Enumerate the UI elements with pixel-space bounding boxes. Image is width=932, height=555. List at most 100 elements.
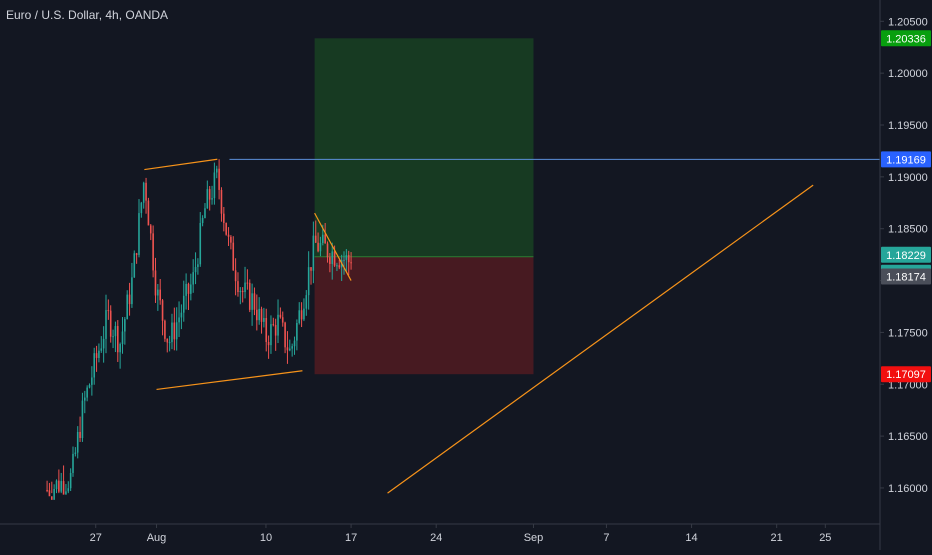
candle-body	[296, 322, 298, 341]
candle-body	[69, 472, 72, 489]
candle-body	[93, 353, 96, 378]
candle-body	[100, 348, 103, 351]
loss-zone[interactable]	[314, 256, 534, 375]
candle-body	[237, 281, 239, 293]
candle-body	[55, 480, 58, 489]
candle-body	[270, 324, 272, 346]
candle-body	[171, 322, 173, 343]
candle-body	[58, 480, 60, 492]
candle-body	[46, 490, 48, 492]
profit-zone[interactable]	[314, 38, 534, 257]
candle-body	[260, 308, 263, 322]
candle-body	[124, 319, 126, 332]
candle-body	[279, 314, 282, 318]
horizontal-line-price-badge	[881, 151, 931, 168]
candle-body	[140, 202, 143, 214]
candle-body	[338, 265, 341, 268]
candle-body	[74, 452, 77, 454]
price-tick-label: 1.17000	[888, 379, 928, 391]
candle-body	[314, 235, 317, 243]
candle-body	[119, 343, 121, 353]
candle-body	[142, 182, 145, 203]
candle-body	[251, 293, 253, 310]
candle-body	[336, 265, 338, 267]
time-tick-label: 27	[90, 532, 102, 544]
candle-body	[135, 253, 138, 255]
upper-wedge-line[interactable]	[144, 158, 218, 171]
last-price-price-badge	[881, 268, 931, 285]
candle-body	[232, 242, 235, 271]
candle-body	[331, 251, 334, 264]
candle-body	[76, 431, 79, 453]
candle-body	[293, 340, 296, 347]
time-tick-label: 7	[603, 532, 609, 544]
price-tick-label: 1.19000	[888, 172, 928, 184]
symbol-title: Euro / U.S. Dollar, 4h, OANDA	[6, 8, 169, 22]
candle-body	[225, 222, 227, 235]
price-tick-label: 1.17500	[888, 327, 928, 339]
stop-price-badge	[881, 366, 931, 383]
candle-body	[180, 312, 183, 318]
candle-body	[201, 218, 204, 223]
candle-body	[248, 282, 251, 310]
candle-body	[126, 294, 129, 320]
candle-body	[223, 213, 225, 223]
candle-body	[107, 310, 110, 312]
candle-body	[147, 200, 150, 226]
candle-body	[109, 310, 112, 337]
candle-body	[291, 346, 293, 349]
time-tick-label: 21	[771, 532, 783, 544]
candle-body	[72, 453, 74, 473]
candle-body	[246, 282, 249, 284]
candle-body	[281, 317, 284, 323]
candle-body	[253, 293, 256, 310]
entry-price-label: 1.18229	[886, 250, 926, 262]
candle-body	[48, 490, 51, 497]
candle-body	[263, 317, 265, 322]
target-price-badge	[881, 30, 931, 47]
candle-body	[286, 347, 289, 351]
rising-line[interactable]	[387, 184, 814, 494]
time-tick-label: Sep	[524, 532, 544, 544]
candle-body	[102, 338, 105, 349]
candle-body	[112, 336, 114, 338]
candle-body	[267, 341, 270, 346]
candle-body	[199, 222, 202, 265]
candle-body	[152, 233, 154, 271]
candle-body	[62, 481, 65, 495]
candle-body	[204, 208, 206, 219]
candle-body	[53, 488, 55, 500]
candle-body	[208, 189, 211, 200]
horizontal-line-price-label: 1.19169	[886, 154, 926, 166]
time-tick-label: 10	[260, 532, 272, 544]
candle-body	[239, 290, 242, 293]
candle-body	[133, 253, 136, 278]
candle-body	[79, 431, 81, 439]
candle-body	[258, 308, 260, 321]
candle-body	[300, 310, 303, 320]
candle-body	[215, 168, 218, 173]
candle-body	[149, 225, 152, 234]
candle-body	[50, 496, 53, 500]
candle-body	[241, 290, 244, 293]
candle-body	[234, 270, 237, 282]
candle-body	[121, 331, 124, 344]
candle-body	[343, 259, 345, 261]
candle-body	[284, 322, 286, 348]
candle-body	[192, 272, 194, 285]
target-price-label: 1.20336	[886, 33, 926, 45]
candle-body	[65, 491, 67, 495]
candle-body	[173, 322, 176, 340]
candle-body	[345, 254, 348, 260]
lower-wedge-line[interactable]	[156, 370, 303, 391]
candle-body	[166, 338, 169, 343]
candle-body	[310, 267, 312, 271]
candle-body	[305, 295, 308, 309]
flag-line[interactable]	[314, 212, 352, 281]
candle-body	[67, 488, 70, 492]
candle-body	[159, 289, 161, 301]
candle-body	[194, 266, 197, 273]
price-tick-label: 1.20000	[888, 68, 928, 80]
